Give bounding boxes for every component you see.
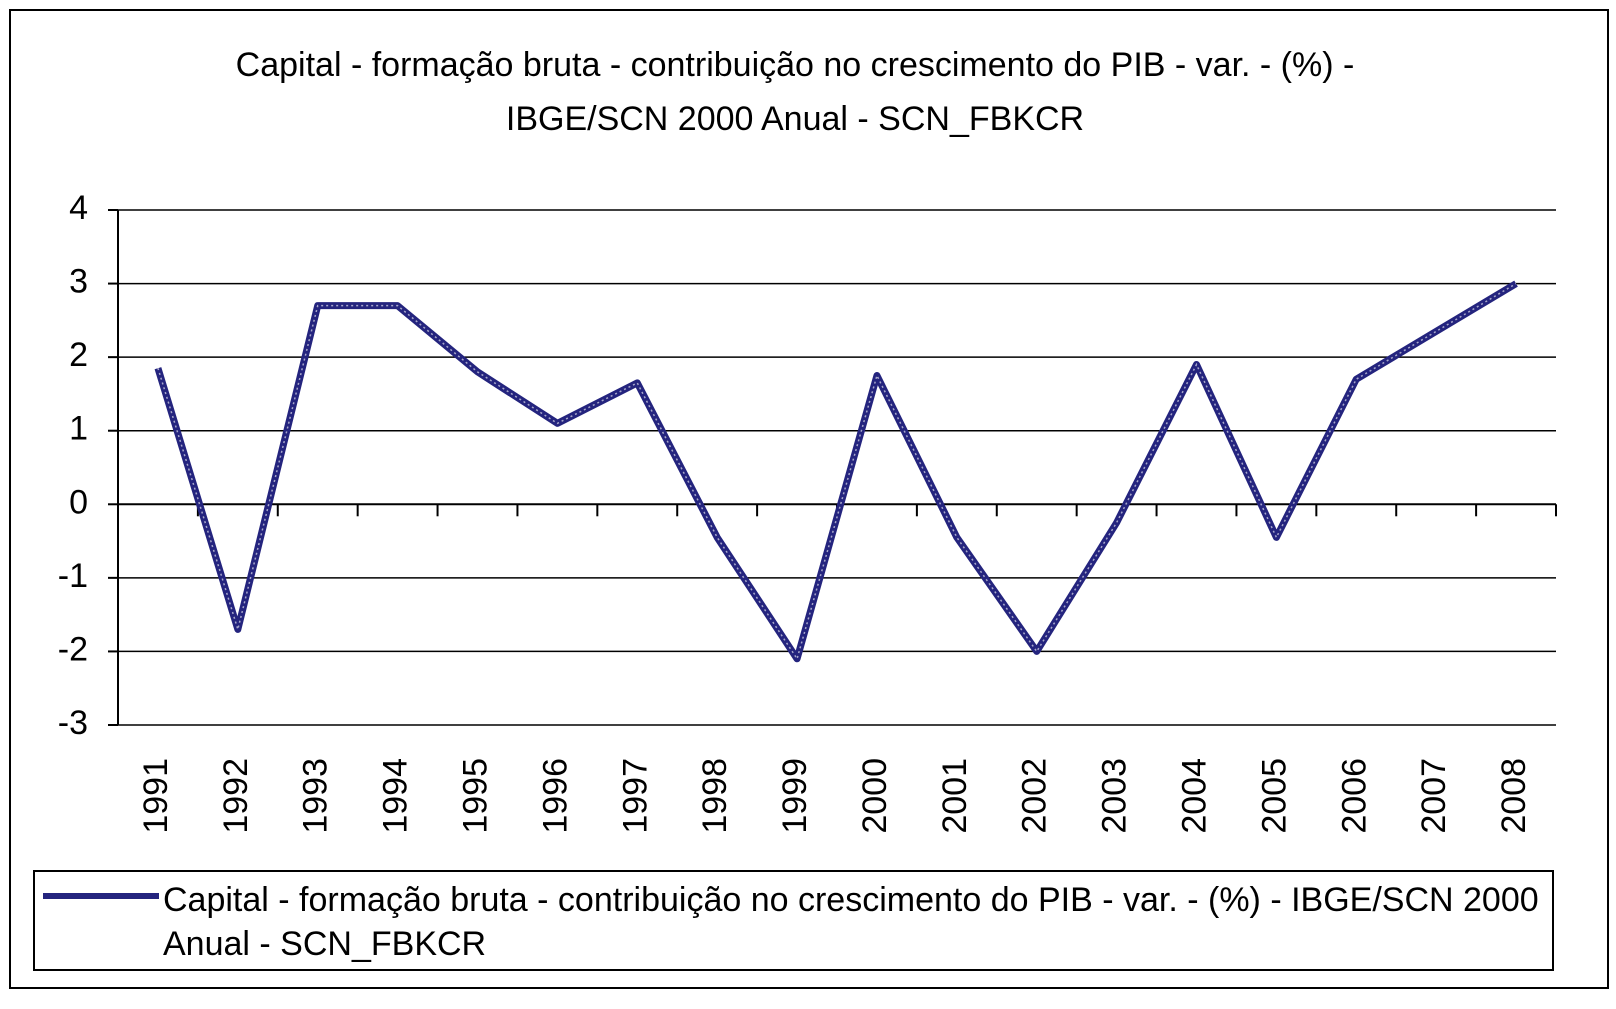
x-tick-label: 1997 [616,758,654,834]
x-tick-label: 1991 [137,758,175,834]
chart-frame [9,9,1609,989]
x-tick-label: 2007 [1415,758,1453,834]
series-line [154,280,1518,663]
y-tick-label: -2 [58,630,88,668]
y-tick-label: -3 [58,704,88,742]
y-tick-label: -1 [58,557,88,595]
x-tick-label: 2002 [1016,758,1054,834]
x-tick-label: 1993 [297,758,335,834]
x-tick-label: 1995 [456,758,494,834]
legend-swatch-box [43,893,159,899]
series-line-texture [157,282,1517,661]
chart-title: Capital - formação bruta - contribuição … [235,46,1355,138]
x-tick-label: 2003 [1096,758,1134,834]
y-tick-label: 4 [69,189,88,227]
y-tick-label: 1 [69,410,88,448]
x-tick-label: 2006 [1335,758,1373,834]
x-tick-label: 1998 [696,758,734,834]
x-tick-label: 2004 [1175,758,1213,834]
x-tick-label: 2005 [1255,758,1293,834]
legend: Capital - formação bruta - contribuição … [33,870,1554,971]
y-tick-label: 0 [69,483,88,521]
x-tick-label: 1994 [377,758,415,834]
legend-label: Capital - formação bruta - contribuição … [163,881,1539,963]
x-tick-label: 2000 [856,758,894,834]
x-tick-label: 2008 [1495,758,1533,834]
x-tick-label: 2001 [936,758,974,834]
x-tick-label: 1996 [536,758,574,834]
x-tick-label: 1992 [217,758,255,834]
y-tick-label: 3 [69,263,88,301]
y-tick-label: 2 [69,336,88,374]
x-tick-label: 1999 [776,758,814,834]
